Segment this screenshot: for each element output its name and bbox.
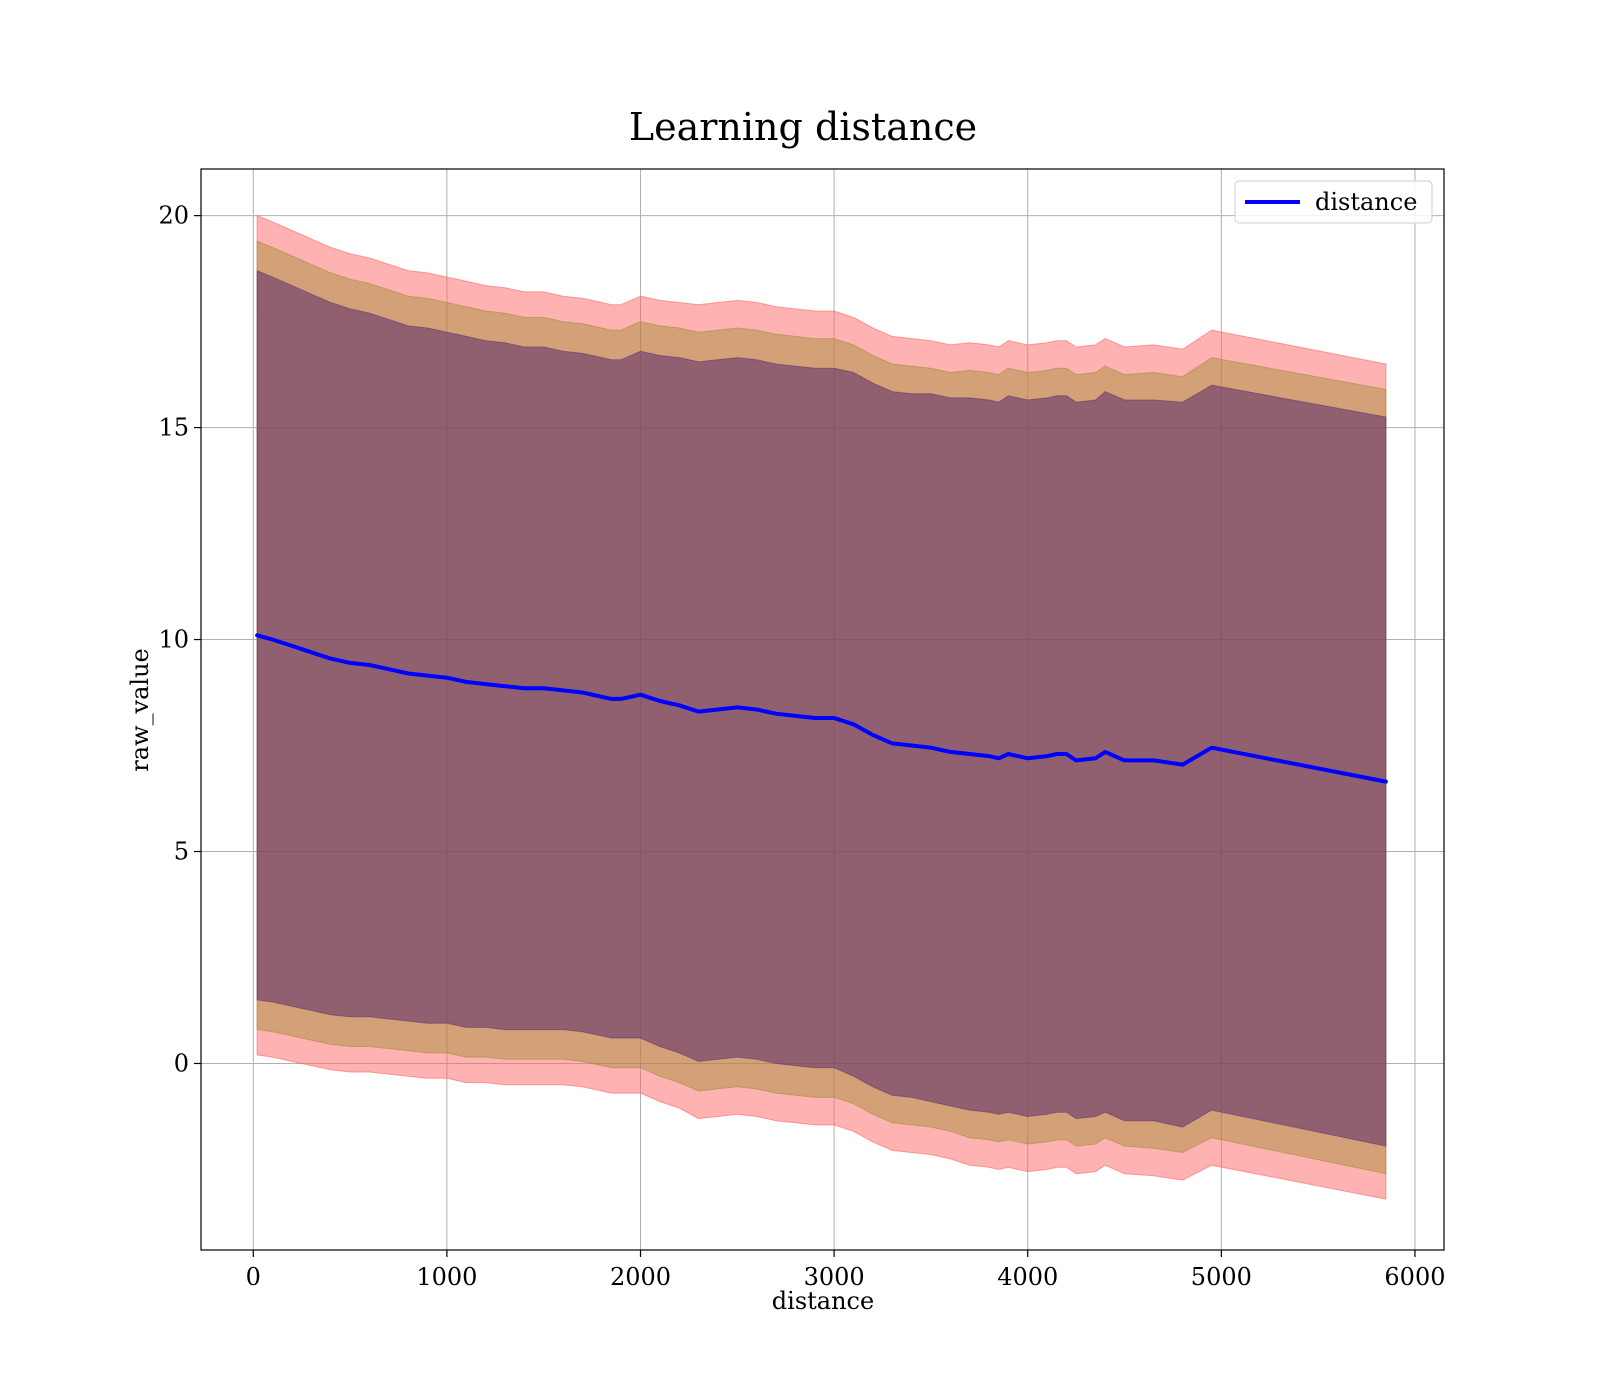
x-tick-label: 4000 [997,1263,1058,1291]
y-tick-label: 0 [174,1049,189,1077]
series-line-distance [255,633,1388,784]
y-tick-label: 15 [158,414,189,442]
x-tick-label: 0 [246,1263,261,1291]
legend-box [1234,180,1433,224]
legend: distance [1234,180,1433,224]
x-tick-label: 3000 [804,1263,865,1291]
x-tick-label: 1000 [416,1263,477,1291]
confidence-band-inner [256,269,1387,1147]
plot-area: 0 1000 2000 3000 4000 5000 6000 0 5 10 15 20 [158,168,1445,1291]
chart-title: Learning distance [629,105,977,149]
x-tick-label: 5000 [1191,1263,1252,1291]
legend-label-distance: distance [1315,188,1417,216]
y-tick-label: 10 [158,626,189,654]
x-tick-label: 2000 [610,1263,671,1291]
x-tick-label: 6000 [1384,1263,1445,1291]
plot-frame [200,168,1445,1251]
x-axis-label: distance [772,1287,874,1315]
y-tick-label: 20 [158,202,189,230]
y-axis-label: raw_value [126,648,154,772]
y-tick-label: 5 [174,838,189,866]
